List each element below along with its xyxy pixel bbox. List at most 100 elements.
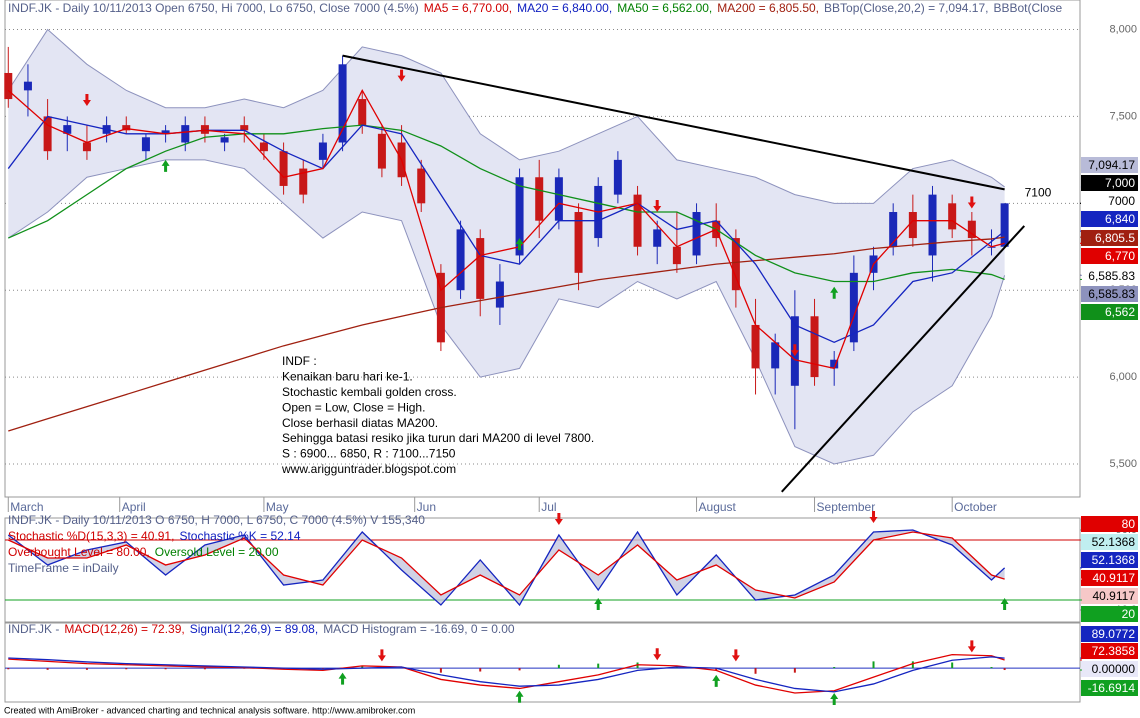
bollinger-lower bbox=[8, 159, 1006, 465]
value-box-label: 6,585.83 bbox=[1088, 269, 1135, 283]
candle-body bbox=[1000, 203, 1009, 247]
candle-body bbox=[240, 125, 249, 131]
candle-body bbox=[967, 220, 976, 239]
value-box bbox=[1081, 193, 1138, 209]
candle-body bbox=[122, 125, 131, 131]
indicator-line bbox=[8, 531, 1005, 599]
panel-header: TimeFrame = inDaily bbox=[8, 561, 119, 575]
buy-arrow bbox=[515, 690, 524, 703]
candle-body bbox=[908, 212, 917, 239]
sell-arrow bbox=[377, 649, 386, 662]
candle-body bbox=[63, 125, 72, 134]
header-segment: MA5 = 6,770.00, bbox=[424, 1, 512, 15]
value-box bbox=[1081, 643, 1138, 659]
header-segment: TimeFrame = inDaily bbox=[8, 561, 119, 575]
candle-body bbox=[731, 238, 740, 291]
sell-arrow bbox=[967, 196, 976, 209]
value-box-label: 7,094.17 bbox=[1088, 158, 1135, 172]
candle-body bbox=[4, 72, 13, 100]
panel-frame bbox=[4, 622, 1081, 703]
candle-body bbox=[476, 238, 485, 299]
value-box bbox=[1081, 248, 1138, 264]
value-box-label: -16.6914 bbox=[1088, 681, 1136, 695]
candle-body bbox=[653, 229, 662, 247]
annotation-line: Open = Low, Close = High. bbox=[282, 400, 425, 414]
header-segment: BBTop(Close,20,2) = 7,094.17, bbox=[824, 1, 988, 15]
sell-arrow bbox=[653, 200, 662, 213]
x-tick-label: May bbox=[266, 500, 289, 514]
candle-body bbox=[141, 137, 150, 152]
candle-body bbox=[751, 324, 760, 369]
candle-body bbox=[948, 203, 957, 230]
trendline bbox=[781, 225, 1026, 493]
annotation-line: S : 6900... 6850, R : 7100...7150 bbox=[282, 447, 456, 461]
value-box-label: 6,805.5 bbox=[1095, 231, 1135, 245]
value-box-label: 20 bbox=[1122, 607, 1136, 621]
sell-arrow bbox=[397, 69, 406, 82]
sell-arrow bbox=[869, 511, 878, 523]
panel-header: INDF.JK - MACD(12,26) = 72.39, Signal(12,2… bbox=[8, 622, 515, 636]
y-tick-label: 7,500 bbox=[1109, 110, 1137, 122]
value-box-label: 6,770 bbox=[1105, 249, 1135, 263]
header-segment: MA200 = 6,805.50, bbox=[717, 1, 819, 15]
value-box bbox=[1081, 211, 1138, 227]
header-segment: Stochastic %D(15,3,3) = 40.91, bbox=[8, 529, 174, 543]
candle-body bbox=[220, 137, 229, 143]
header-segment: Stochastic %K = 52.14 bbox=[179, 529, 300, 543]
candle-body bbox=[456, 229, 465, 291]
x-tick-label: Jul bbox=[541, 500, 556, 514]
candle-body bbox=[200, 125, 209, 134]
candle-body bbox=[82, 142, 91, 152]
indicator-line bbox=[8, 656, 1005, 693]
candle-body bbox=[417, 168, 426, 204]
value-box-label: 40.9117 bbox=[1093, 571, 1136, 585]
buy-arrow bbox=[712, 674, 721, 687]
bollinger-upper bbox=[7, 28, 1005, 204]
trendline-label: 7100 bbox=[1025, 186, 1052, 200]
indicator-line bbox=[8, 653, 1005, 694]
value-box bbox=[1081, 552, 1138, 568]
value-box-label: 7000 bbox=[1108, 194, 1135, 208]
value-box bbox=[1081, 230, 1138, 246]
header-segment: MA50 = 6,562.00, bbox=[617, 1, 712, 15]
indicator-line bbox=[8, 124, 1005, 283]
header-segment: INDF.JK - bbox=[8, 622, 59, 636]
candle-body bbox=[23, 81, 32, 91]
value-box bbox=[1081, 157, 1138, 173]
x-tick-label: August bbox=[699, 500, 737, 514]
candle-body bbox=[554, 177, 563, 221]
x-tick-label: April bbox=[122, 500, 146, 514]
buy-arrow bbox=[338, 672, 347, 685]
value-box bbox=[1081, 570, 1138, 586]
panel-header: Stochastic %D(15,3,3) = 40.91, Stochastic… bbox=[8, 529, 301, 543]
candle-body bbox=[358, 99, 367, 126]
annotation-line: INDF : bbox=[282, 354, 317, 368]
buy-arrow bbox=[161, 159, 170, 172]
sell-arrow bbox=[731, 649, 740, 662]
sell-arrow bbox=[82, 94, 91, 107]
value-box bbox=[1081, 175, 1138, 191]
y-tick-label: 8,000 bbox=[1109, 23, 1137, 35]
x-tick-label: September bbox=[817, 500, 876, 514]
candle-body bbox=[338, 64, 347, 143]
candle-body bbox=[928, 194, 937, 256]
annotation-line: www.arigguntrader.blogspot.com bbox=[281, 462, 456, 476]
value-box-label: 89.0772 bbox=[1092, 627, 1136, 641]
panel-header: INDF.JK - Daily 10/11/2013 Open 6750, Hi… bbox=[8, 1, 1062, 15]
x-tick-label: March bbox=[10, 500, 43, 514]
x-tick-label: Jun bbox=[417, 500, 436, 514]
sell-arrow bbox=[653, 648, 662, 661]
indicator-line bbox=[8, 236, 1005, 432]
candle-body bbox=[495, 281, 504, 308]
candle-body bbox=[613, 159, 622, 195]
candle-body bbox=[161, 130, 170, 134]
header-segment: MACD Histogram = -16.69, 0 = 0.00 bbox=[323, 622, 515, 636]
value-box-label: 7,000 bbox=[1105, 176, 1135, 190]
candle-body bbox=[43, 116, 52, 152]
value-box-label: 52.1368 bbox=[1092, 553, 1136, 567]
candle-body bbox=[318, 142, 327, 160]
value-box bbox=[1081, 304, 1138, 320]
annotation-line: Close berhasil diatas MA200. bbox=[282, 416, 438, 430]
value-box-label: 6,840 bbox=[1105, 212, 1135, 226]
